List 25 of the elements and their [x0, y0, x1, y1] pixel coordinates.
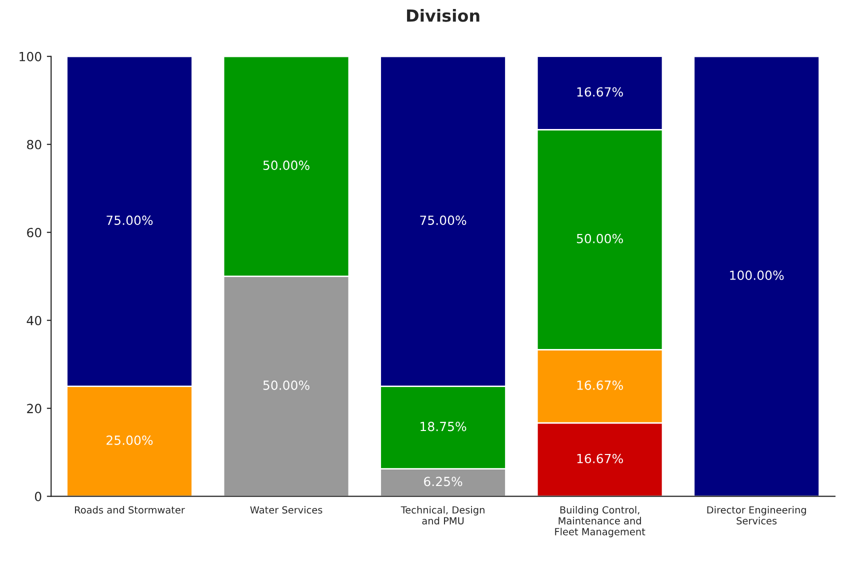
data-label: 75.00%: [106, 216, 153, 225]
data-label: 16.67%: [577, 454, 623, 464]
x-tick-label: Water Services: [250, 506, 322, 514]
data-label: 50.00%: [263, 160, 310, 170]
data-label: 18.75%: [420, 422, 466, 432]
data-label: 16.67%: [577, 380, 623, 390]
y-tick-label: 40: [26, 316, 42, 326]
x-tick-label: Technical, Design and PMU: [400, 506, 484, 524]
data-label: 100.00%: [730, 270, 784, 280]
y-tick-label: 0: [34, 492, 42, 502]
y-tick-label: 60: [27, 228, 42, 238]
y-tick-label: 100: [20, 52, 42, 62]
x-tick-label: Roads and Stormwater: [75, 506, 185, 514]
chart-title: Division: [407, 9, 480, 22]
data-label: 50.00%: [263, 380, 310, 390]
data-label: 50.00%: [576, 234, 623, 244]
data-label: 6.25%: [424, 476, 462, 486]
data-label: 16.67%: [577, 87, 623, 97]
x-tick-label: Building Control, Maintenance and Fleet Management: [555, 506, 646, 538]
data-label: 75.00%: [420, 216, 466, 225]
data-label: 25.00%: [106, 436, 153, 445]
bar: [693, 56, 820, 496]
y-tick-label: 20: [27, 404, 42, 414]
x-tick-label: Director Engineering Services: [707, 506, 806, 524]
y-tick-label: 80: [27, 140, 42, 150]
